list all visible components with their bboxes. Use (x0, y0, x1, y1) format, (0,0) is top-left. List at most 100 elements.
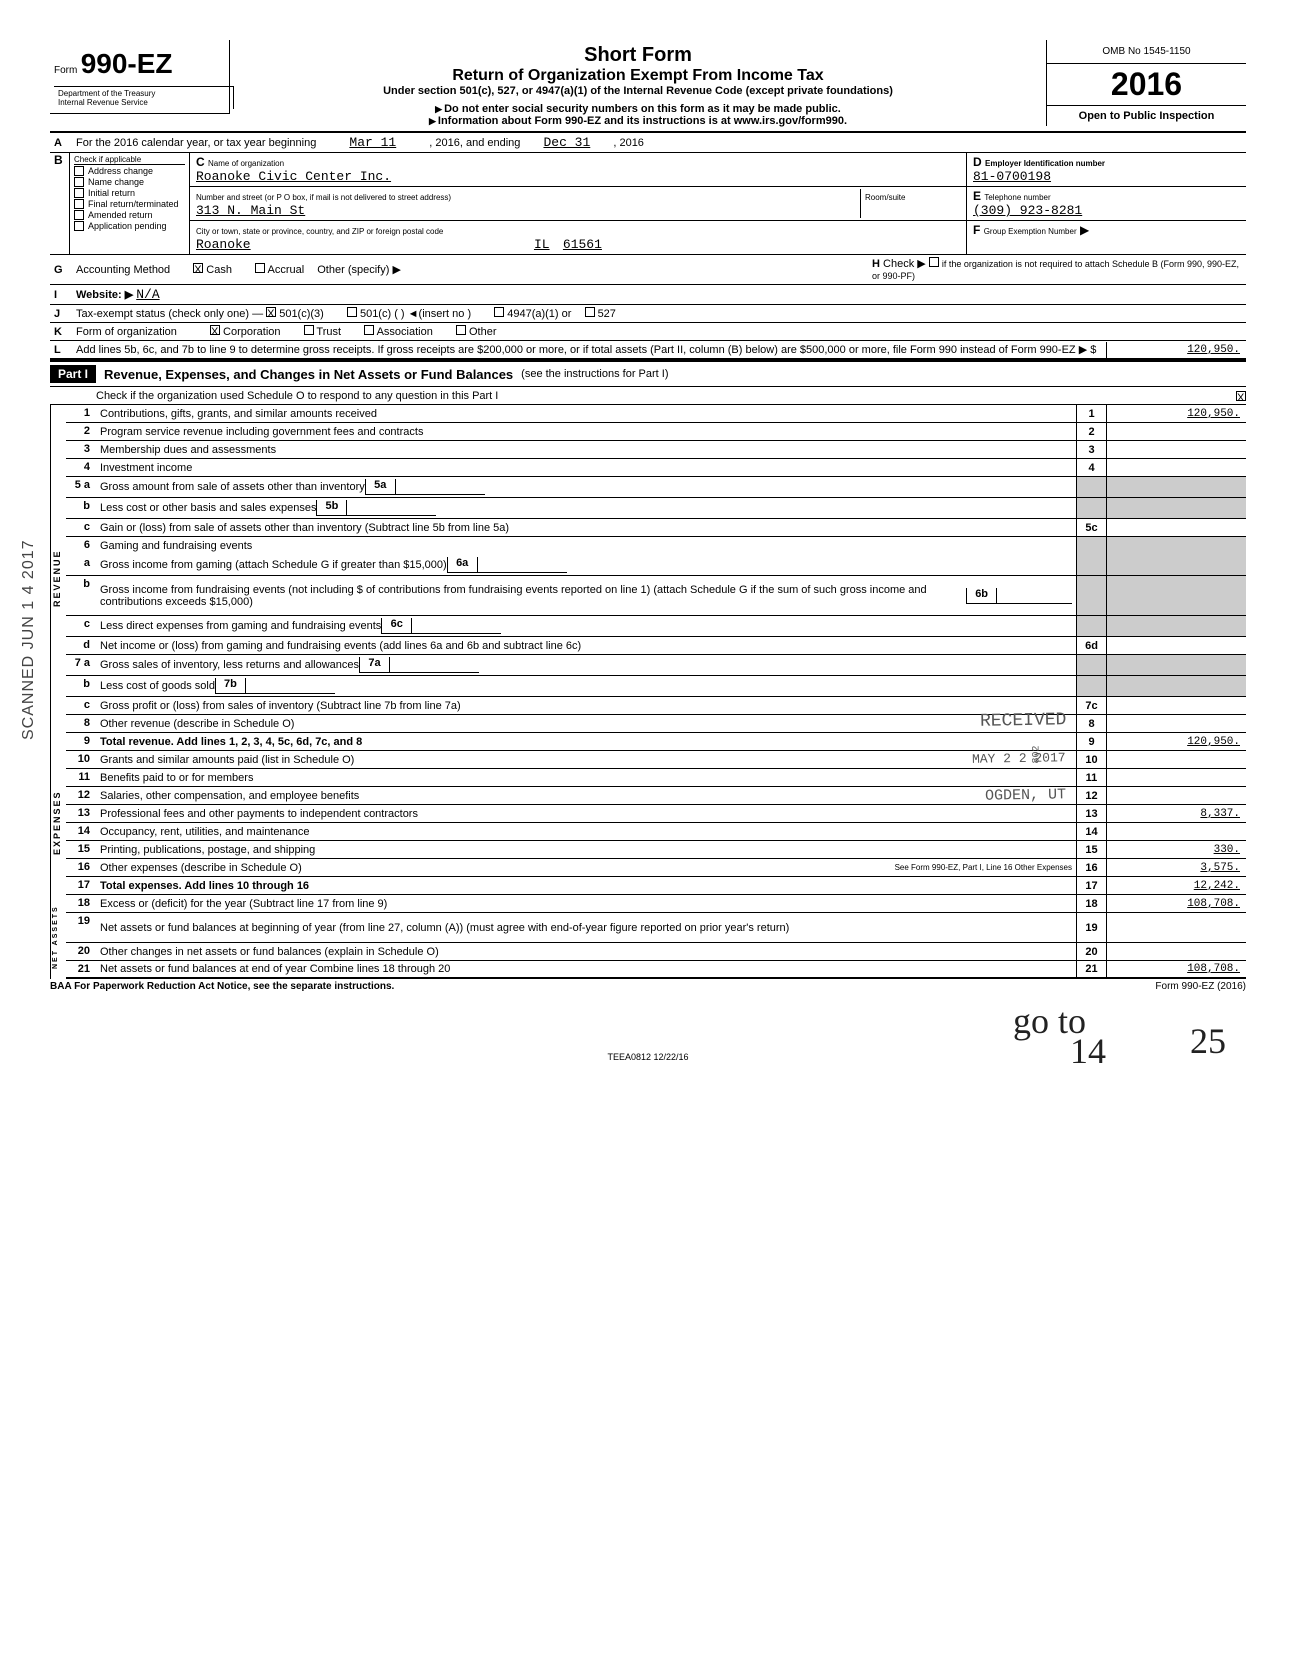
cb-assoc[interactable] (364, 325, 374, 335)
ln8-num: 8 (66, 715, 96, 732)
title-section: Under section 501(c), 527, or 4947(a)(1)… (238, 85, 1038, 97)
ln11-num: 11 (66, 769, 96, 786)
ln9-val: 120,950. (1106, 733, 1246, 750)
label-b: B (50, 153, 70, 254)
cb-initial[interactable] (74, 188, 84, 198)
ln18-val: 108,708. (1106, 895, 1246, 912)
ln14-num: 14 (66, 823, 96, 840)
ln6b-desc: Gross income from fundraising events (no… (100, 584, 966, 608)
ln13-desc: Professional fees and other payments to … (100, 808, 418, 820)
ln6a-desc: Gross income from gaming (attach Schedul… (100, 559, 447, 571)
ln12-desc: Salaries, other compensation, and employ… (100, 790, 359, 802)
ln3-val (1106, 441, 1246, 458)
line-k: K Form of organization X Corporation Tru… (50, 323, 1246, 341)
cb-final[interactable] (74, 199, 84, 209)
cb-501c3[interactable]: X (266, 307, 276, 317)
ln7b-desc: Less cost of goods sold (100, 680, 215, 692)
cb-4947[interactable] (494, 307, 504, 317)
group-label: Group Exemption Number (984, 227, 1077, 236)
part1-label: Part I (50, 365, 96, 383)
ln13-num: 13 (66, 805, 96, 822)
dept-treasury: Department of the Treasury (58, 89, 229, 98)
label-f: F (973, 223, 980, 237)
street-value: 313 N. Main St (196, 203, 305, 218)
ln5c-num: c (66, 519, 96, 536)
k-text: Form of organization (76, 326, 177, 338)
right-header-boxes: OMB No 1545-1150 2016 Open to Public Ins… (1046, 40, 1246, 126)
j-501c3: 501(c)(3) (279, 308, 324, 320)
ln18-desc: Excess or (deficit) for the year (Subtra… (100, 898, 387, 910)
ln6d-num: d (66, 637, 96, 654)
l-text: Add lines 5b, 6c, and 7b to line 9 to de… (76, 344, 1076, 356)
ln17-num: 17 (66, 877, 96, 894)
ln6a-inbox: 6a (448, 557, 478, 572)
cb-pending[interactable] (74, 221, 84, 231)
line-l: L Add lines 5b, 6c, and 7b to line 9 to … (50, 341, 1246, 360)
ln10-num: 10 (66, 751, 96, 768)
ln7a-desc: Gross sales of inventory, less returns a… (100, 659, 359, 671)
ln6a-num: a (66, 555, 96, 575)
ln14-desc: Occupancy, rent, utilities, and maintena… (100, 826, 310, 838)
handwritten-25: 25 (1190, 1020, 1226, 1062)
ln5b-desc: Less cost or other basis and sales expen… (100, 502, 316, 514)
ln6c-inbox: 6c (382, 618, 412, 633)
ln6c-desc: Less direct expenses from gaming and fun… (100, 620, 381, 632)
cb-527[interactable] (585, 307, 595, 317)
label-h: H (872, 258, 880, 270)
ln20-box: 20 (1076, 943, 1106, 960)
l-arrow: ▶ $ (1079, 344, 1097, 356)
ln5c-desc: Gain or (loss) from sale of assets other… (100, 522, 509, 534)
side-expenses: EXPENSES (50, 751, 66, 895)
title-box: Short Form Return of Organization Exempt… (230, 40, 1046, 131)
cb-h[interactable] (929, 257, 939, 267)
checkbox-column: Check if applicable Address change Name … (70, 153, 190, 254)
ln4-desc: Investment income (100, 462, 192, 474)
ln3-box: 3 (1076, 441, 1106, 458)
cb-corp[interactable]: X (210, 325, 220, 335)
cb-accrual[interactable] (255, 263, 265, 273)
ln5a-inbox: 5a (366, 479, 396, 494)
cb-501c[interactable] (347, 307, 357, 317)
period-end: Dec 31 (523, 135, 610, 150)
ln4-box: 4 (1076, 459, 1106, 476)
dept-irs: Internal Revenue Service (58, 98, 229, 107)
ln7a-inbox: 7a (360, 657, 390, 672)
cb-part1-schedo[interactable]: X (1236, 391, 1246, 401)
ln2-box: 2 (1076, 423, 1106, 440)
ln14-box: 14 (1076, 823, 1106, 840)
ln19-desc: Net assets or fund balances at beginning… (100, 922, 789, 934)
ln1-box: 1 (1076, 405, 1106, 422)
ln13-box: 13 (1076, 805, 1106, 822)
ln17-box: 17 (1076, 877, 1106, 894)
entity-center: C Name of organization Roanoke Civic Cen… (190, 153, 966, 254)
cb-cash[interactable]: X (193, 263, 203, 273)
ein-value: 81-0700198 (973, 169, 1051, 184)
l-value: 120,950. (1106, 342, 1246, 358)
cb-trust[interactable] (304, 325, 314, 335)
ln3-num: 3 (66, 441, 96, 458)
cb-kother[interactable] (456, 325, 466, 335)
cb-address[interactable] (74, 166, 84, 176)
line-j: J Tax-exempt status (check only one) — X… (50, 305, 1246, 323)
ln6-desc: Gaming and fundraising events (100, 540, 252, 552)
ln8-val (1106, 715, 1246, 732)
form-header: Form 990-EZ Department of the Treasury I… (50, 40, 1246, 133)
cb-name[interactable] (74, 177, 84, 187)
ln5b-inbox: 5b (317, 500, 347, 515)
title-main: Return of Organization Exempt From Incom… (238, 67, 1038, 85)
ln8-box: 8 (1076, 715, 1106, 732)
footer-form: Form 990-EZ (2016) (1155, 981, 1246, 992)
cb-final-label: Final return/terminated (88, 199, 179, 209)
ln20-num: 20 (66, 943, 96, 960)
revenue-section: REVENUE 1Contributions, gifts, grants, a… (50, 405, 1246, 751)
ln7c-box: 7c (1076, 697, 1106, 714)
street-label: Number and street (or P O box, if mail i… (196, 193, 451, 202)
info-link: Information about Form 990-EZ and its in… (238, 115, 1038, 127)
city-label: City or town, state or province, country… (196, 227, 443, 236)
ln16-val: 3,575. (1106, 859, 1246, 876)
scanned-stamp: SCANNED JUN 1 4 2017 (20, 539, 38, 740)
cb-amended[interactable] (74, 210, 84, 220)
cb-address-label: Address change (88, 166, 153, 176)
label-l: L (50, 344, 70, 356)
label-k: K (50, 326, 70, 338)
